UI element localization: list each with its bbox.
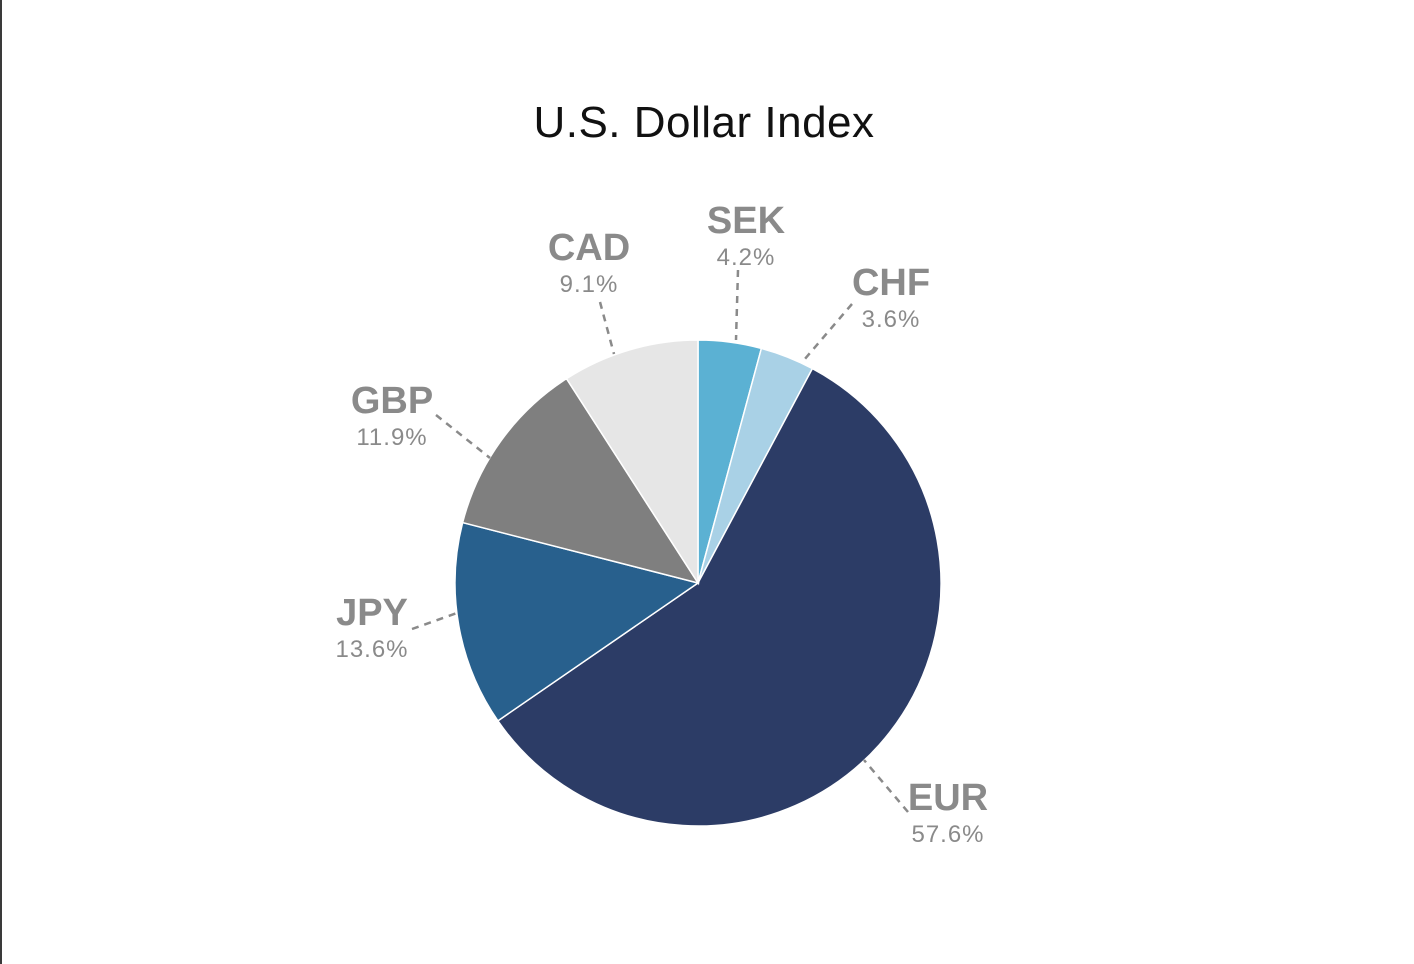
slice-label-cad: CAD	[548, 227, 630, 269]
slice-label-eur: EUR	[908, 777, 988, 819]
leader-line-eur	[863, 759, 909, 813]
leader-line-jpy	[411, 611, 458, 631]
leader-line-sek	[734, 269, 740, 341]
slice-label-sek: SEK	[707, 200, 786, 242]
slice-label-gbp: GBP	[351, 380, 433, 422]
slice-value-jpy: 13.6%	[335, 636, 408, 663]
pie-slice-eur	[496, 367, 942, 827]
leader-line-gbp	[435, 414, 491, 459]
slice-value-chf: 3.6%	[862, 306, 921, 333]
slice-value-sek: 4.2%	[717, 244, 776, 271]
chart-title: U.S. Dollar Index	[533, 98, 875, 147]
pie-slice-cad	[565, 339, 699, 586]
leader-line-cad	[598, 301, 616, 355]
pie-slice-gbp	[461, 377, 700, 585]
slice-label-jpy: JPY	[336, 592, 408, 634]
slice-value-eur: 57.6%	[911, 821, 984, 848]
slice-label-chf: CHF	[852, 262, 930, 304]
slice-value-cad: 9.1%	[560, 271, 619, 298]
slice-value-gbp: 11.9%	[356, 424, 427, 451]
pie-slice-jpy	[454, 521, 700, 722]
leader-line-chf	[803, 303, 853, 361]
